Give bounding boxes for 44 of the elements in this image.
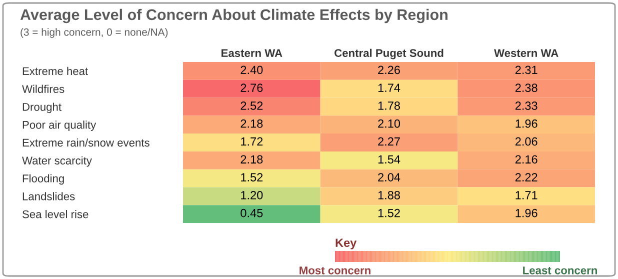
data-label: 1.74 [378,84,400,92]
color-bar-title: Key [336,238,357,250]
y-tick-label: Wildfires [22,84,64,93]
data-label: 0.45 [240,208,263,218]
data-label: 1.88 [378,190,400,200]
data-label: 2.40 [240,66,263,74]
data-label: 2.18 [240,155,263,164]
y-tick-label: Flooding [22,174,64,185]
y-tick-label: Water scarcity [22,156,92,167]
data-label: 2.06 [515,137,538,146]
color-bar-label: Most concern [300,266,370,274]
text: (3 = high concern, 0 = none/NA) [20,28,168,38]
data-label: 2.26 [378,66,400,74]
x-tick-label: Central Puget Sound [334,48,444,60]
data-label: 1.20 [241,190,263,200]
data-label: 2.10 [378,119,400,128]
data-label: 2.76 [240,84,263,92]
y-tick-label: Extreme heat [22,66,88,76]
data-label: 2.33 [515,102,538,110]
data-label: 2.38 [515,84,538,92]
color-bar-label: Least concern [523,266,597,274]
data-label: 1.52 [241,173,263,182]
chart-title: Average Level of Concern About Climate Effects by Region [20,8,448,24]
data-label: 2.04 [378,173,400,182]
data-label: 2.27 [378,137,400,146]
y-tick-label: Landslides [22,192,75,200]
x-tick-label: Western WA [494,49,558,58]
y-tick-label: Extreme rain/snow events [22,138,150,147]
data-label: 1.71 [516,191,538,200]
data-label: 1.96 [516,208,538,218]
data-label: 2.22 [515,173,538,182]
data-label: 1.52 [378,208,400,218]
y-tick-label: Sea level rise [22,210,88,218]
y-tick-label: Poor air quality [22,120,96,131]
data-label: 1.54 [378,155,400,164]
data-label: 1.72 [241,137,263,146]
data-label: 1.78 [378,102,400,110]
data-label: 2.16 [515,155,538,164]
x-tick-label: Eastern WA [222,49,282,58]
data-label: 1.96 [516,119,538,128]
data-label: 2.18 [240,119,263,128]
y-tick-label: Drought [22,102,62,114]
data-label: 2.31 [515,66,538,74]
data-label: 2.52 [240,102,263,110]
